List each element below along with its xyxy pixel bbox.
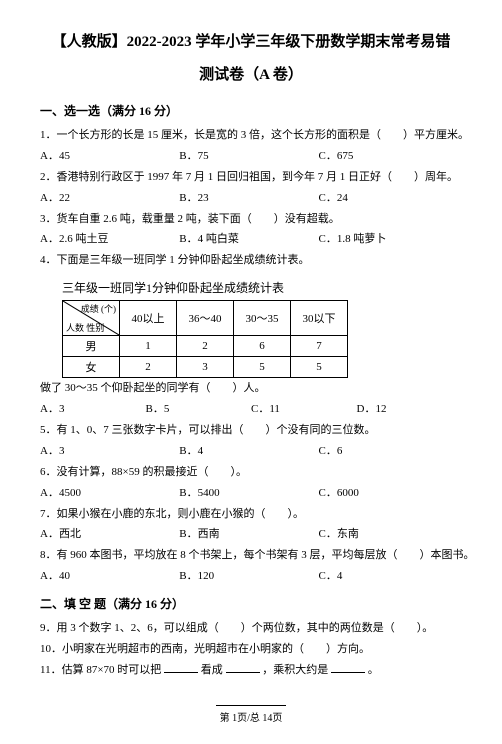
q11-part-a: 11．估算 87×70 时可以把 xyxy=(40,664,161,676)
q8-opt-b: B．120 xyxy=(179,566,318,587)
q3-stem: 3．货车自重 2.6 吨，载重量 2 吨，装下面（ ）没有超载。 xyxy=(40,209,462,230)
cell: 5 xyxy=(291,357,348,378)
q8-opt-c: C．4 xyxy=(319,566,458,587)
col-head: 30～35 xyxy=(234,301,291,336)
q2-stem: 2．香港特别行政区于 1997 年 7 月 1 日回归祖国，到今年 7 月 1 … xyxy=(40,167,462,188)
blank xyxy=(164,662,198,673)
table-row: 女 2 3 5 5 xyxy=(63,357,348,378)
q5-stem: 5．有 1、0、7 三张数字卡片，可以排出（ ）个没有同的三位数。 xyxy=(40,420,462,441)
section-1-head: 一、选一选（满分 16 分） xyxy=(40,102,462,119)
q4-opt-b: B．5 xyxy=(146,399,252,420)
q7-stem: 7．如果小猴在小鹿的东北，则小鹿在小猴的（ ）。 xyxy=(40,504,462,525)
q11-part-b: 看成 xyxy=(201,664,223,676)
blank xyxy=(331,662,365,673)
diag-bottom-label: 人数 性别 xyxy=(66,321,104,334)
q4-stem: 4．下面是三年级一班同学 1 分钟仰卧起坐成绩统计表。 xyxy=(40,250,462,271)
q5-opt-a: A．3 xyxy=(40,441,179,462)
q3-opt-c: C．1.8 吨萝卜 xyxy=(319,229,458,250)
row-head: 男 xyxy=(63,336,120,357)
q8-opt-a: A．40 xyxy=(40,566,179,587)
q7-options: A．西北 B．西南 C．东南 xyxy=(40,524,462,545)
q4-opt-d: D．12 xyxy=(357,399,463,420)
section-2-head: 二、填 空 题（满分 16 分） xyxy=(40,595,462,612)
q9-stem: 9．用 3 个数字 1、2、6，可以组成（ ）个两位数，其中的两位数是（ ）。 xyxy=(40,618,462,639)
col-head: 36～40 xyxy=(177,301,234,336)
table-row: 成绩 (个) 人数 性别 40以上 36～40 30～35 30以下 xyxy=(63,301,348,336)
q8-stem: 8．有 960 本图书，平均放在 8 个书架上，每个书架有 3 层，平均每层放（… xyxy=(40,545,462,566)
cell: 2 xyxy=(120,357,177,378)
q11-part-c: ，乘积大约是 xyxy=(262,664,328,676)
q4-table: 成绩 (个) 人数 性别 40以上 36～40 30～35 30以下 男 1 2… xyxy=(62,300,348,378)
q3-opt-a: A．2.6 吨土豆 xyxy=(40,229,179,250)
q2-opt-c: C．24 xyxy=(319,188,458,209)
col-head: 40以上 xyxy=(120,301,177,336)
exam-page: 【人教版】2022-2023 学年小学三年级下册数学期末常考易错 测试卷（A 卷… xyxy=(0,0,502,744)
q7-opt-b: B．西南 xyxy=(179,524,318,545)
q6-opt-c: C．6000 xyxy=(319,483,458,504)
cell: 6 xyxy=(234,336,291,357)
q5-opt-b: B．4 xyxy=(179,441,318,462)
footer-text: 第 1页/总 14页 xyxy=(220,713,283,724)
q3-options: A．2.6 吨土豆 B．4 吨白菜 C．1.8 吨萝卜 xyxy=(40,229,462,250)
q11-part-d: 。 xyxy=(368,664,379,676)
q6-opt-b: B．5400 xyxy=(179,483,318,504)
footer-rule xyxy=(216,705,286,706)
q8-options: A．40 B．120 C．4 xyxy=(40,566,462,587)
diag-top-label: 成绩 (个) xyxy=(81,302,116,315)
q5-options: A．3 B．4 C．6 xyxy=(40,441,462,462)
q4-opt-a: A．3 xyxy=(40,399,146,420)
q6-stem: 6．没有计算，88×59 的积最接近（ ）。 xyxy=(40,462,462,483)
q1-opt-b: B．75 xyxy=(179,146,318,167)
row-head: 女 xyxy=(63,357,120,378)
q4-chart-title: 三年级一班同学1分钟仰卧起坐成绩统计表 xyxy=(62,279,462,296)
cell: 5 xyxy=(234,357,291,378)
blank xyxy=(226,662,260,673)
diagonal-header: 成绩 (个) 人数 性别 xyxy=(63,301,120,336)
cell: 7 xyxy=(291,336,348,357)
q6-opt-a: A．4500 xyxy=(40,483,179,504)
q3-opt-b: B．4 吨白菜 xyxy=(179,229,318,250)
q2-opt-b: B．23 xyxy=(179,188,318,209)
q1-opt-a: A．45 xyxy=(40,146,179,167)
cell: 2 xyxy=(177,336,234,357)
q5-opt-c: C．6 xyxy=(319,441,458,462)
q10-stem: 10．小明家在光明超市的西南，光明超市在小明家的（ ）方向。 xyxy=(40,639,462,660)
q6-options: A．4500 B．5400 C．6000 xyxy=(40,483,462,504)
cell: 3 xyxy=(177,357,234,378)
doc-title: 【人教版】2022-2023 学年小学三年级下册数学期末常考易错 xyxy=(40,30,462,51)
q7-opt-a: A．西北 xyxy=(40,524,179,545)
q7-opt-c: C．东南 xyxy=(319,524,458,545)
q2-opt-a: A．22 xyxy=(40,188,179,209)
q1-opt-c: C．675 xyxy=(319,146,458,167)
page-footer: 第 1页/总 14页 xyxy=(40,699,462,724)
q4-tail: 做了 30～35 个仰卧起坐的同学有（ ）人。 xyxy=(40,378,462,399)
q11-stem: 11．估算 87×70 时可以把 看成 ，乘积大约是 。 xyxy=(40,660,462,681)
table-row: 男 1 2 6 7 xyxy=(63,336,348,357)
q2-options: A．22 B．23 C．24 xyxy=(40,188,462,209)
q4-opt-c: C．11 xyxy=(251,399,357,420)
q1-stem: 1．一个长方形的长是 15 厘米，长是宽的 3 倍，这个长方形的面积是（ ）平方… xyxy=(40,125,462,146)
col-head: 30以下 xyxy=(291,301,348,336)
q1-options: A．45 B．75 C．675 xyxy=(40,146,462,167)
cell: 1 xyxy=(120,336,177,357)
q4-options: A．3 B．5 C．11 D．12 xyxy=(40,399,462,420)
doc-subtitle: 测试卷（A 卷） xyxy=(40,63,462,84)
